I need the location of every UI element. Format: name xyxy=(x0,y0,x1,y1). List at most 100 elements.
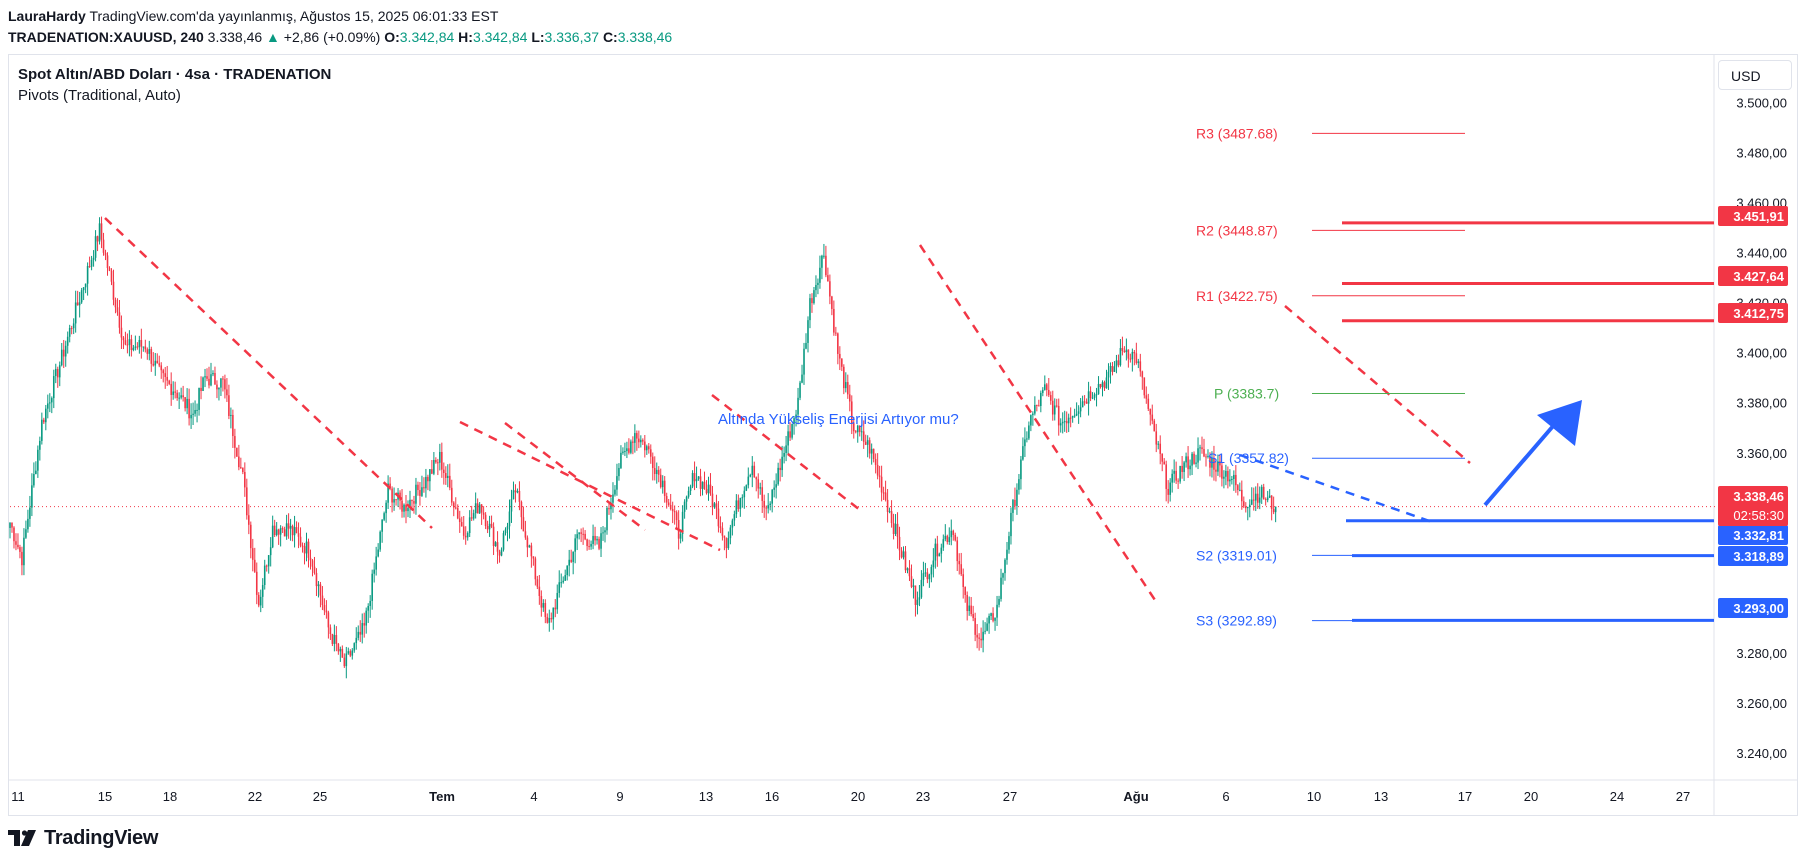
candle xyxy=(206,368,208,382)
candle-body xyxy=(914,585,917,605)
candle xyxy=(484,512,487,530)
tradingview-logo[interactable]: TradingView xyxy=(8,826,158,850)
candle xyxy=(339,646,342,662)
candle xyxy=(224,374,226,399)
candle-body xyxy=(538,586,541,597)
candle xyxy=(212,370,214,377)
candle-body xyxy=(596,538,598,541)
candle xyxy=(1085,398,1088,404)
candle-body xyxy=(450,487,453,503)
candle-body xyxy=(743,490,746,498)
candle-body xyxy=(697,476,700,479)
low-label: L: xyxy=(531,29,545,45)
candle-body xyxy=(990,613,992,616)
candle xyxy=(1129,353,1132,363)
candle-body xyxy=(1135,353,1138,364)
candle xyxy=(616,463,618,496)
candle-body xyxy=(755,477,758,480)
candle xyxy=(532,556,535,566)
level-price-tag-text: 3.293,00 xyxy=(1733,601,1784,616)
candle xyxy=(823,243,825,259)
candle-body xyxy=(805,342,807,349)
candle-body xyxy=(1119,348,1122,366)
x-tick-label: 20 xyxy=(851,789,865,804)
candle-body xyxy=(958,561,961,565)
candle xyxy=(934,538,937,569)
candle xyxy=(395,499,397,506)
candle-body xyxy=(224,379,226,390)
candle-body xyxy=(572,551,574,562)
candle-body xyxy=(425,476,427,489)
candle xyxy=(1248,499,1251,518)
candle-body xyxy=(982,631,984,641)
candle-body xyxy=(514,490,517,493)
currency-button[interactable]: USD xyxy=(1718,60,1792,90)
candle xyxy=(198,387,200,416)
candle xyxy=(1071,415,1074,423)
author-name[interactable]: LauraHardy xyxy=(8,8,86,24)
candle xyxy=(15,533,17,551)
candle xyxy=(170,372,172,406)
candle xyxy=(606,506,608,535)
candle-body xyxy=(779,467,781,471)
candle xyxy=(1262,483,1265,500)
candle-body xyxy=(1225,470,1227,477)
candle xyxy=(1209,452,1211,477)
candle xyxy=(1049,391,1052,405)
candle-body xyxy=(417,484,419,491)
candle-body xyxy=(715,503,718,509)
candle-body xyxy=(890,511,893,524)
candle-body xyxy=(176,392,178,398)
candle-body xyxy=(1065,421,1068,424)
candle xyxy=(522,506,525,532)
candle-body xyxy=(62,349,65,357)
candle xyxy=(1187,446,1189,478)
candle-body xyxy=(419,490,421,496)
candle-body xyxy=(560,582,563,584)
candle xyxy=(1127,349,1130,368)
candle xyxy=(244,462,246,497)
candle xyxy=(970,597,972,617)
candle xyxy=(62,339,65,369)
x-tick-label: 20 xyxy=(1524,789,1538,804)
candle-body xyxy=(618,467,620,477)
candle-body xyxy=(1022,446,1024,460)
candle xyxy=(1233,470,1235,491)
candle xyxy=(263,559,266,590)
candle xyxy=(890,500,893,528)
candle xyxy=(862,420,865,449)
indicator-label[interactable]: Pivots (Traditional, Auto) xyxy=(18,87,181,104)
candle xyxy=(630,439,632,455)
candle-body xyxy=(222,378,224,380)
candle xyxy=(669,493,672,511)
candle xyxy=(755,476,758,492)
candle-body xyxy=(848,394,851,402)
candle-body xyxy=(1121,348,1124,351)
last-price: 3.338,46 xyxy=(207,29,263,45)
candle xyxy=(1012,498,1014,522)
candle xyxy=(500,547,503,557)
candle xyxy=(1026,431,1028,443)
candle-body xyxy=(273,525,276,536)
candle xyxy=(978,633,980,651)
candle-body xyxy=(283,529,286,537)
candle xyxy=(715,494,718,520)
candle xyxy=(964,586,966,603)
candle-body xyxy=(884,492,887,500)
candle-body xyxy=(1235,474,1237,486)
candle xyxy=(447,464,449,488)
trend-line-red xyxy=(459,420,721,552)
candle xyxy=(687,486,690,499)
candle xyxy=(550,612,553,623)
candle xyxy=(1024,427,1026,458)
candle-body xyxy=(996,604,998,618)
candle-body xyxy=(642,439,644,442)
candle xyxy=(228,384,230,420)
candle xyxy=(172,381,174,400)
candle-body xyxy=(679,534,682,539)
candle-body xyxy=(671,508,674,512)
candle xyxy=(1125,338,1128,361)
candle xyxy=(560,573,563,588)
candle-body xyxy=(452,502,455,508)
